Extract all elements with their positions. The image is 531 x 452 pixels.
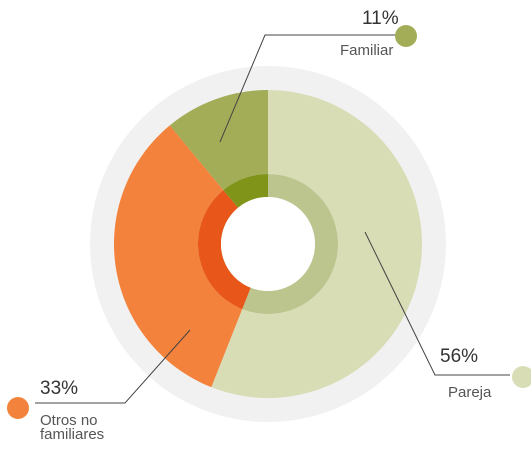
value-label: 56% <box>440 346 479 367</box>
leader-line <box>219 34 395 143</box>
value-label: 33% <box>40 378 79 399</box>
category-label: Familiar <box>340 42 394 59</box>
wedges <box>113 90 422 398</box>
pie-slice <box>211 90 422 398</box>
value-label: 11% <box>362 8 399 29</box>
legend-dot <box>512 366 531 388</box>
leader-line <box>35 329 191 404</box>
category-label: Pareja <box>448 384 492 401</box>
hole <box>221 197 315 291</box>
inner-slice <box>223 174 268 208</box>
category-label: Otros no familiares <box>40 412 105 443</box>
legend-dot <box>7 397 29 419</box>
pie-slice <box>113 125 243 388</box>
pie-slice <box>169 90 268 191</box>
leader-line <box>364 231 510 376</box>
inner-slice <box>242 174 338 314</box>
inner-slice <box>198 190 251 310</box>
legend-dot <box>395 25 417 47</box>
leaders <box>7 25 531 419</box>
